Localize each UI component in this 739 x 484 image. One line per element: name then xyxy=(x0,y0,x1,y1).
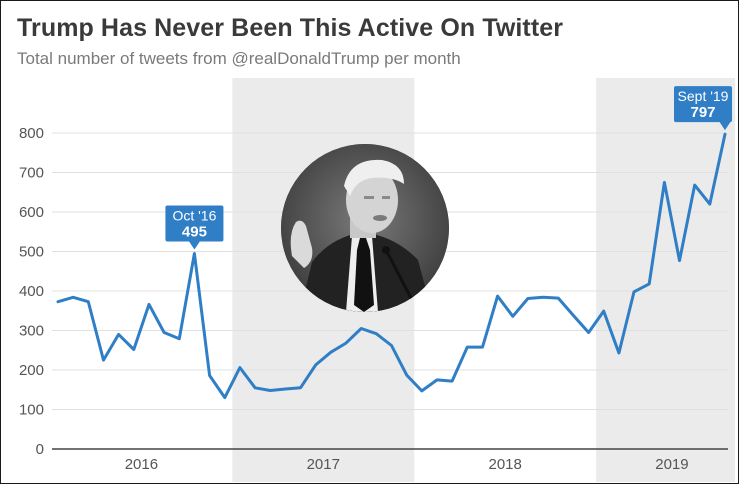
callout-label: Oct '16 xyxy=(172,207,216,223)
x-tick-label: 2019 xyxy=(655,456,688,473)
x-tick-label: 2016 xyxy=(125,456,158,473)
callout-value: 797 xyxy=(690,104,715,121)
chart-subtitle: Total number of tweets from @realDonaldT… xyxy=(17,49,461,68)
y-tick-label: 500 xyxy=(19,244,44,261)
y-tick-label: 600 xyxy=(19,204,44,221)
y-tick-label: 400 xyxy=(19,283,44,300)
portrait-photo xyxy=(281,144,449,312)
callout-pointer xyxy=(188,240,201,250)
x-tick-label: 2017 xyxy=(307,456,340,473)
x-tick-label: 2018 xyxy=(489,456,522,473)
series-line xyxy=(56,132,727,400)
callout-box xyxy=(674,86,732,123)
y-tick-label: 800 xyxy=(19,125,44,142)
y-tick-label: 200 xyxy=(19,362,44,379)
y-tick-label: 300 xyxy=(19,323,44,340)
callout-box xyxy=(165,205,224,242)
y-tick-label: 100 xyxy=(19,402,44,419)
y-tick-label: 700 xyxy=(19,165,44,182)
callout-label: Sept '19 xyxy=(678,88,729,104)
year-band-2019 xyxy=(596,78,735,482)
y-tick-label: 0 xyxy=(36,441,44,458)
callout-value: 495 xyxy=(182,223,207,240)
chart-title: Trump Has Never Been This Active On Twit… xyxy=(17,14,564,42)
callout-pointer xyxy=(719,121,731,131)
